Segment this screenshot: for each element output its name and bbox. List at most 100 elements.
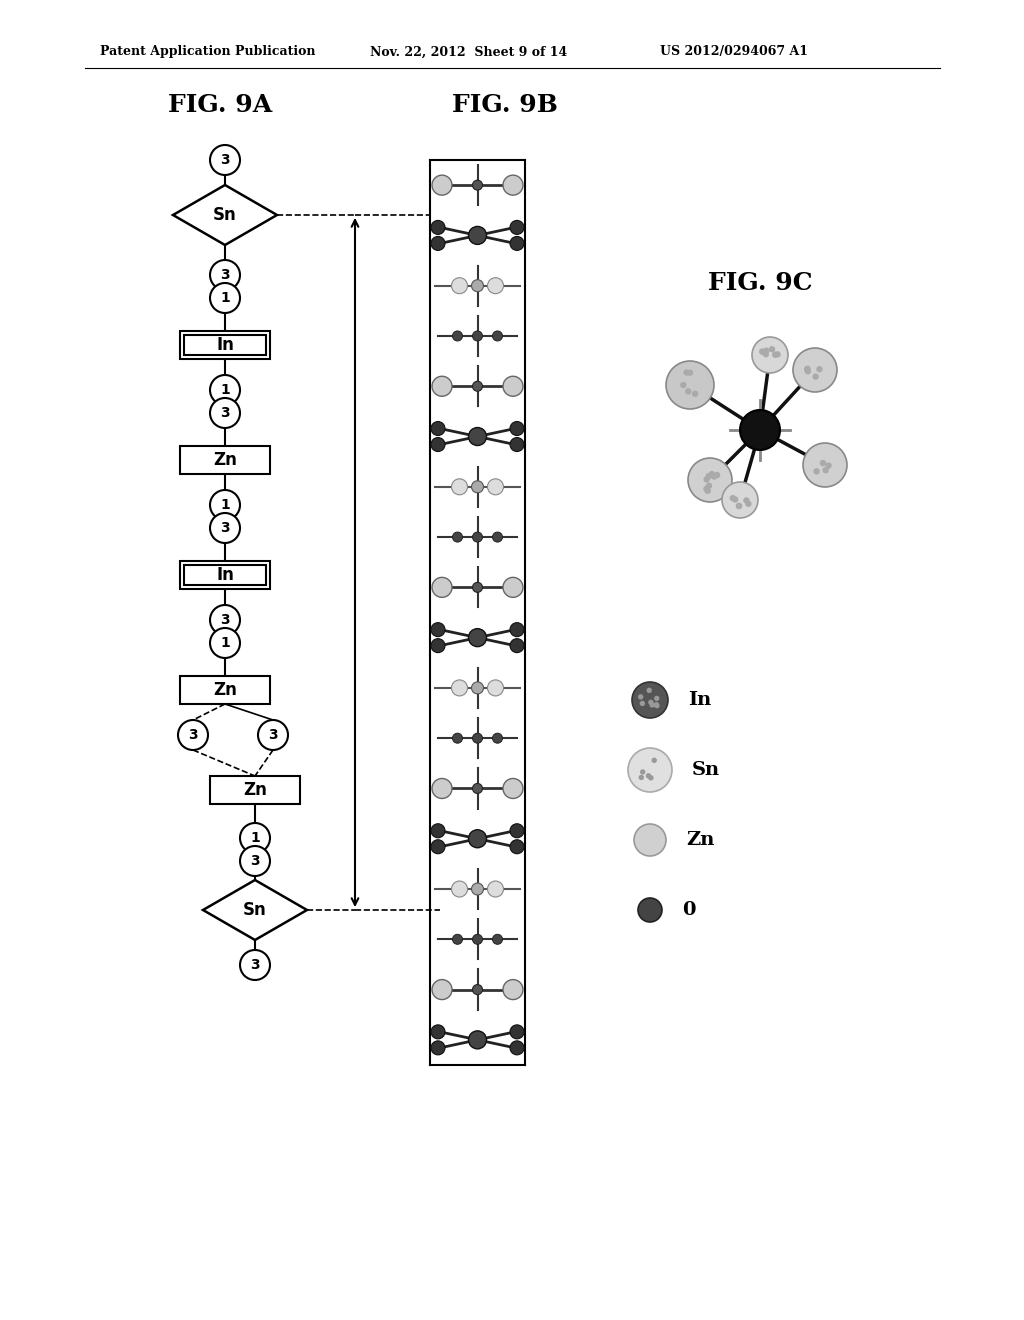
Text: Zn: Zn: [213, 681, 237, 700]
Circle shape: [743, 498, 749, 503]
Circle shape: [493, 733, 503, 743]
Circle shape: [639, 694, 643, 698]
Circle shape: [820, 461, 825, 466]
Circle shape: [503, 376, 523, 396]
Circle shape: [686, 389, 691, 393]
Circle shape: [210, 513, 240, 543]
Text: Sn: Sn: [243, 902, 267, 919]
Circle shape: [240, 950, 270, 979]
Circle shape: [806, 368, 810, 374]
Circle shape: [432, 376, 452, 396]
Circle shape: [817, 367, 822, 372]
Bar: [180, 331, 270, 359]
Circle shape: [431, 437, 445, 451]
Circle shape: [503, 176, 523, 195]
Circle shape: [510, 437, 524, 451]
Circle shape: [722, 482, 758, 517]
Circle shape: [510, 639, 524, 652]
Circle shape: [469, 628, 486, 647]
Circle shape: [453, 733, 463, 743]
Text: FIG. 9B: FIG. 9B: [452, 92, 558, 117]
Text: US 2012/0294067 A1: US 2012/0294067 A1: [660, 45, 808, 58]
Circle shape: [503, 577, 523, 598]
Text: Zn: Zn: [686, 832, 715, 849]
Bar: [180, 676, 270, 704]
Circle shape: [763, 351, 768, 356]
Text: Zn: Zn: [243, 781, 267, 799]
Circle shape: [736, 503, 741, 508]
Circle shape: [640, 701, 644, 705]
Circle shape: [639, 775, 643, 779]
Circle shape: [692, 391, 697, 396]
Bar: [180, 446, 270, 474]
Circle shape: [210, 605, 240, 635]
Circle shape: [628, 748, 672, 792]
Circle shape: [431, 623, 445, 636]
Bar: [184, 565, 266, 585]
Circle shape: [472, 532, 482, 543]
Circle shape: [487, 277, 504, 293]
Bar: [184, 335, 266, 355]
Circle shape: [471, 480, 483, 492]
Circle shape: [707, 483, 712, 488]
Circle shape: [453, 935, 463, 944]
Circle shape: [681, 383, 686, 388]
Polygon shape: [203, 880, 307, 940]
Circle shape: [503, 979, 523, 999]
Circle shape: [487, 479, 504, 495]
Circle shape: [472, 331, 482, 341]
Circle shape: [703, 487, 709, 491]
Circle shape: [654, 697, 658, 701]
Circle shape: [472, 784, 482, 793]
Circle shape: [654, 702, 658, 706]
Circle shape: [453, 331, 463, 341]
Circle shape: [712, 474, 717, 479]
Circle shape: [736, 503, 741, 508]
Circle shape: [210, 490, 240, 520]
Text: 1: 1: [220, 290, 229, 305]
Circle shape: [715, 473, 720, 478]
Circle shape: [510, 220, 524, 235]
Circle shape: [707, 474, 712, 479]
Circle shape: [431, 840, 445, 854]
Circle shape: [469, 830, 486, 847]
Circle shape: [487, 680, 504, 696]
Circle shape: [641, 770, 645, 774]
Text: 3: 3: [250, 958, 260, 972]
Text: 1: 1: [220, 636, 229, 649]
Text: 3: 3: [188, 729, 198, 742]
Circle shape: [803, 444, 847, 487]
Text: In: In: [688, 690, 712, 709]
Circle shape: [706, 488, 711, 494]
Circle shape: [813, 374, 818, 379]
Circle shape: [472, 180, 482, 190]
Bar: [180, 561, 270, 589]
Circle shape: [258, 719, 288, 750]
Text: FIG. 9A: FIG. 9A: [168, 92, 272, 117]
Bar: [210, 776, 300, 804]
Circle shape: [452, 277, 468, 293]
Circle shape: [773, 352, 777, 358]
Circle shape: [210, 145, 240, 176]
Polygon shape: [173, 185, 278, 246]
Circle shape: [469, 227, 486, 244]
Circle shape: [647, 689, 651, 693]
Circle shape: [431, 220, 445, 235]
Circle shape: [740, 411, 780, 450]
Circle shape: [432, 176, 452, 195]
Circle shape: [769, 347, 774, 351]
Circle shape: [650, 704, 654, 708]
Circle shape: [510, 1024, 524, 1039]
Circle shape: [684, 370, 689, 375]
Circle shape: [710, 471, 715, 477]
Circle shape: [432, 779, 452, 799]
Circle shape: [240, 846, 270, 876]
Circle shape: [687, 370, 692, 375]
Circle shape: [493, 331, 503, 341]
Circle shape: [431, 421, 445, 436]
Text: 1: 1: [220, 498, 229, 512]
Circle shape: [210, 628, 240, 657]
Circle shape: [471, 682, 483, 694]
Text: 3: 3: [220, 521, 229, 535]
Circle shape: [487, 880, 504, 898]
